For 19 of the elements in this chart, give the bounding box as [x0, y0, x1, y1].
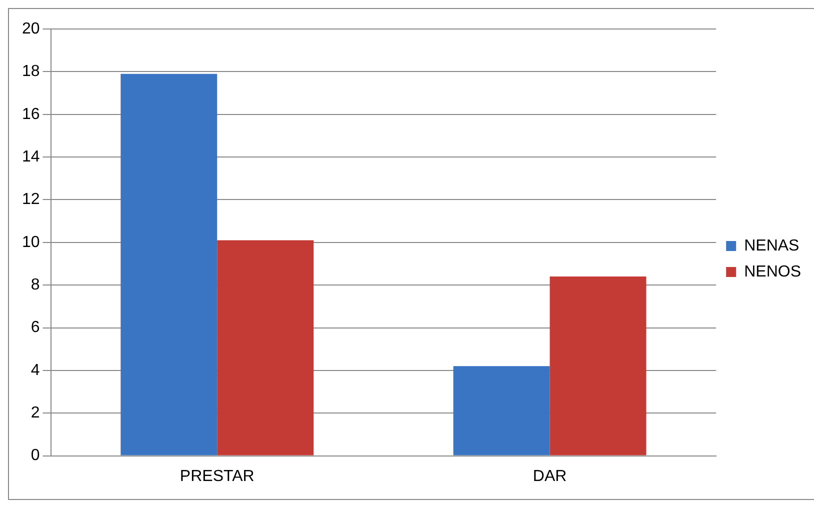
- y-tick-label: 18: [22, 63, 40, 80]
- y-tick-label: 10: [22, 234, 40, 251]
- y-tick-label: 16: [22, 106, 40, 123]
- y-tick-label: 20: [22, 20, 40, 38]
- bar: [550, 276, 646, 456]
- y-tick-label: 14: [22, 148, 40, 166]
- x-tick-label: PRESTAR: [180, 468, 254, 485]
- y-tick-label: 6: [30, 319, 40, 336]
- y-tick-label: 4: [30, 362, 40, 379]
- x-tick-label: DAR: [532, 468, 567, 485]
- y-tick-label: 2: [30, 404, 40, 422]
- bar: [120, 74, 218, 456]
- y-tick-label: 8: [30, 276, 40, 294]
- bar: [217, 240, 314, 456]
- legend-label: NENOS: [744, 263, 802, 280]
- y-tick-label: 12: [22, 191, 40, 208]
- legend-label: NENAS: [744, 237, 800, 254]
- y-tick-label: 0: [30, 447, 40, 464]
- bar: [453, 366, 550, 456]
